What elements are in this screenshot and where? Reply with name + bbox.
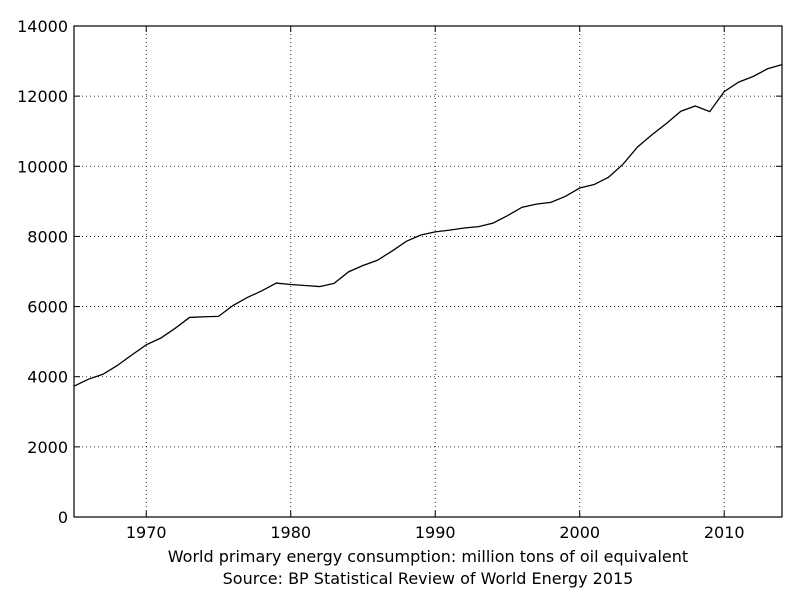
series-line	[73, 63, 783, 387]
x-tick-label: 1990	[415, 523, 456, 542]
x-tick-label: 2010	[704, 523, 745, 542]
x-tick-label: 1980	[270, 523, 311, 542]
y-tick-label: 14000	[17, 17, 68, 36]
x-tick-label: 1970	[126, 523, 167, 542]
tick-labels: 1970 1980 1990 2000 2010 0 2000 4000 6000 8000 100…	[17, 17, 744, 542]
grid-lines	[74, 26, 782, 517]
x-axis-label: World primary energy consumption: millio…	[168, 547, 688, 566]
axis-ticks	[74, 25, 782, 518]
y-tick-label: 12000	[17, 87, 68, 106]
y-tick-label: 0	[58, 508, 68, 527]
x-axis-source: Source: BP Statistical Review of World E…	[223, 569, 634, 588]
y-tick-label: 8000	[27, 227, 68, 246]
y-tick-label: 6000	[27, 298, 68, 317]
y-tick-label: 10000	[17, 157, 68, 176]
plot-frame	[73, 25, 783, 518]
y-tick-label: 2000	[27, 438, 68, 457]
x-tick-label: 2000	[559, 523, 600, 542]
y-tick-label: 4000	[27, 368, 68, 387]
